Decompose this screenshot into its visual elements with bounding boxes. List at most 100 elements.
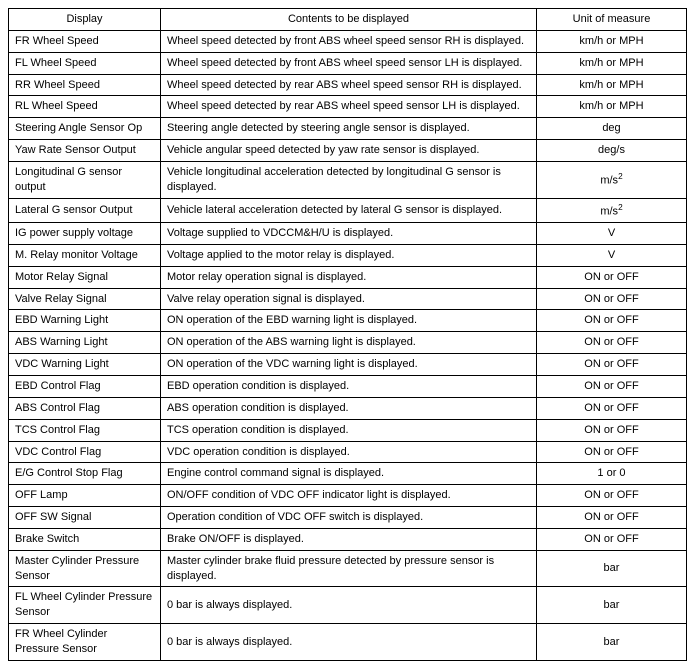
header-unit: Unit of measure	[537, 9, 687, 31]
cell-contents: Steering angle detected by steering angl…	[161, 118, 537, 140]
cell-unit: ON or OFF	[537, 266, 687, 288]
cell-contents: ON operation of the ABS warning light is…	[161, 332, 537, 354]
cell-display: IG power supply voltage	[9, 223, 161, 245]
table-row: Master Cylinder Pressure SensorMaster cy…	[9, 550, 687, 587]
cell-contents: Voltage supplied to VDCCM&H/U is display…	[161, 223, 537, 245]
cell-unit: ON or OFF	[537, 419, 687, 441]
cell-unit: ON or OFF	[537, 441, 687, 463]
cell-unit: km/h or MPH	[537, 74, 687, 96]
cell-unit: bar	[537, 550, 687, 587]
cell-contents: Vehicle angular speed detected by yaw ra…	[161, 140, 537, 162]
table-row: VDC Control FlagVDC operation condition …	[9, 441, 687, 463]
cell-contents: VDC operation condition is displayed.	[161, 441, 537, 463]
cell-unit: ON or OFF	[537, 288, 687, 310]
table-row: ABS Control FlagABS operation condition …	[9, 397, 687, 419]
cell-display: E/G Control Stop Flag	[9, 463, 161, 485]
cell-display: FR Wheel Speed	[9, 30, 161, 52]
cell-display: EBD Control Flag	[9, 376, 161, 398]
cell-display: FR Wheel Cylinder Pressure Sensor	[9, 624, 161, 661]
cell-display: OFF SW Signal	[9, 507, 161, 529]
cell-contents: Engine control command signal is display…	[161, 463, 537, 485]
cell-display: Yaw Rate Sensor Output	[9, 140, 161, 162]
cell-contents: Wheel speed detected by front ABS wheel …	[161, 52, 537, 74]
cell-contents: Master cylinder brake fluid pressure det…	[161, 550, 537, 587]
header-display: Display	[9, 9, 161, 31]
table-row: Valve Relay SignalValve relay operation …	[9, 288, 687, 310]
cell-contents: TCS operation condition is displayed.	[161, 419, 537, 441]
table-row: Motor Relay SignalMotor relay operation …	[9, 266, 687, 288]
cell-unit: ON or OFF	[537, 397, 687, 419]
cell-contents: EBD operation condition is displayed.	[161, 376, 537, 398]
cell-display: Valve Relay Signal	[9, 288, 161, 310]
table-row: OFF SW SignalOperation condition of VDC …	[9, 507, 687, 529]
cell-unit: km/h or MPH	[537, 52, 687, 74]
cell-display: OFF Lamp	[9, 485, 161, 507]
cell-display: Lateral G sensor Output	[9, 198, 161, 223]
table-row: FL Wheel Cylinder Pressure Sensor0 bar i…	[9, 587, 687, 624]
table-row: RR Wheel SpeedWheel speed detected by re…	[9, 74, 687, 96]
cell-unit: ON or OFF	[537, 310, 687, 332]
cell-unit: m/s2	[537, 198, 687, 223]
table-row: Longitudinal G sensor outputVehicle long…	[9, 161, 687, 198]
cell-display: FL Wheel Speed	[9, 52, 161, 74]
cell-contents: Wheel speed detected by front ABS wheel …	[161, 30, 537, 52]
table-row: E/G Control Stop FlagEngine control comm…	[9, 463, 687, 485]
cell-contents: Wheel speed detected by rear ABS wheel s…	[161, 96, 537, 118]
table-row: FR Wheel Cylinder Pressure Sensor0 bar i…	[9, 624, 687, 661]
cell-contents: ON/OFF condition of VDC OFF indicator li…	[161, 485, 537, 507]
cell-contents: ON operation of the EBD warning light is…	[161, 310, 537, 332]
cell-contents: Brake ON/OFF is displayed.	[161, 528, 537, 550]
cell-display: Brake Switch	[9, 528, 161, 550]
cell-unit: deg	[537, 118, 687, 140]
table-row: IG power supply voltageVoltage supplied …	[9, 223, 687, 245]
table-row: EBD Warning LightON operation of the EBD…	[9, 310, 687, 332]
cell-unit: ON or OFF	[537, 332, 687, 354]
cell-contents: Vehicle longitudinal acceleration detect…	[161, 161, 537, 198]
cell-unit: 1 or 0	[537, 463, 687, 485]
cell-display: FL Wheel Cylinder Pressure Sensor	[9, 587, 161, 624]
table-row: VDC Warning LightON operation of the VDC…	[9, 354, 687, 376]
cell-display: M. Relay monitor Voltage	[9, 244, 161, 266]
table-row: Brake SwitchBrake ON/OFF is displayed.ON…	[9, 528, 687, 550]
cell-contents: Operation condition of VDC OFF switch is…	[161, 507, 537, 529]
cell-display: ABS Warning Light	[9, 332, 161, 354]
cell-unit: bar	[537, 587, 687, 624]
table-row: OFF LampON/OFF condition of VDC OFF indi…	[9, 485, 687, 507]
cell-contents: Vehicle lateral acceleration detected by…	[161, 198, 537, 223]
cell-display: TCS Control Flag	[9, 419, 161, 441]
cell-display: VDC Control Flag	[9, 441, 161, 463]
header-row: Display Contents to be displayed Unit of…	[9, 9, 687, 31]
cell-unit: m/s2	[537, 161, 687, 198]
cell-display: RL Wheel Speed	[9, 96, 161, 118]
cell-contents: 0 bar is always displayed.	[161, 624, 537, 661]
cell-display: Master Cylinder Pressure Sensor	[9, 550, 161, 587]
table-row: Yaw Rate Sensor OutputVehicle angular sp…	[9, 140, 687, 162]
cell-unit: bar	[537, 624, 687, 661]
table-row: FR Wheel SpeedWheel speed detected by fr…	[9, 30, 687, 52]
cell-contents: ON operation of the VDC warning light is…	[161, 354, 537, 376]
table-row: Lateral G sensor OutputVehicle lateral a…	[9, 198, 687, 223]
cell-unit: ON or OFF	[537, 376, 687, 398]
cell-display: EBD Warning Light	[9, 310, 161, 332]
cell-unit: km/h or MPH	[537, 96, 687, 118]
cell-unit: V	[537, 244, 687, 266]
cell-unit: ON or OFF	[537, 354, 687, 376]
table-row: Steering Angle Sensor OpSteering angle d…	[9, 118, 687, 140]
cell-unit: V	[537, 223, 687, 245]
table-row: TCS Control FlagTCS operation condition …	[9, 419, 687, 441]
table-row: ABS Warning LightON operation of the ABS…	[9, 332, 687, 354]
cell-contents: Voltage applied to the motor relay is di…	[161, 244, 537, 266]
cell-unit: ON or OFF	[537, 528, 687, 550]
sensor-data-table: Display Contents to be displayed Unit of…	[8, 8, 687, 661]
cell-display: Steering Angle Sensor Op	[9, 118, 161, 140]
cell-display: RR Wheel Speed	[9, 74, 161, 96]
cell-unit: ON or OFF	[537, 485, 687, 507]
cell-display: VDC Warning Light	[9, 354, 161, 376]
table-row: M. Relay monitor VoltageVoltage applied …	[9, 244, 687, 266]
table-row: RL Wheel SpeedWheel speed detected by re…	[9, 96, 687, 118]
cell-contents: Wheel speed detected by rear ABS wheel s…	[161, 74, 537, 96]
cell-unit: km/h or MPH	[537, 30, 687, 52]
cell-display: ABS Control Flag	[9, 397, 161, 419]
cell-display: Longitudinal G sensor output	[9, 161, 161, 198]
cell-unit: ON or OFF	[537, 507, 687, 529]
